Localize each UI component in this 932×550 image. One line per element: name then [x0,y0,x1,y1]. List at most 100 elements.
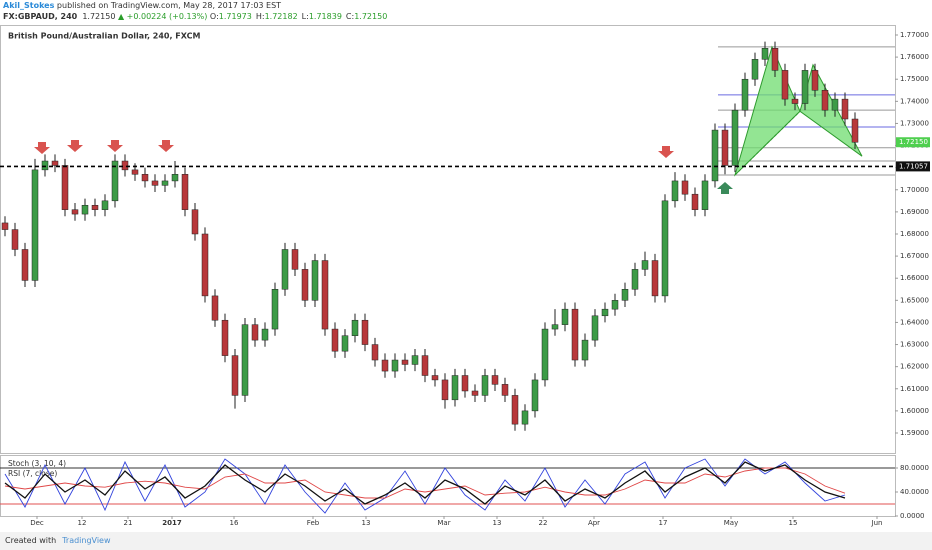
candle-body [381,359,389,372]
price-pane [0,25,896,454]
candle-body [191,209,199,235]
symbol: FX:GBPAUD, 240 [3,12,78,21]
created: Created with [5,536,57,545]
candle-body [171,174,179,182]
candle-body [31,169,39,281]
author[interactable]: Akil_Stokes [3,1,55,10]
candle-body [341,335,349,352]
candle-body [51,160,59,166]
down-arrow [658,146,674,158]
candle-body [771,48,779,71]
candle-body [21,249,29,281]
candle-body [101,200,109,210]
candle-body [441,379,449,401]
x-tick-label: 17 [659,519,668,527]
publish-line: Akil_Stokes published on TradingView.com… [3,0,391,11]
candle-body [571,308,579,361]
y-tick-label: 1.65000 [900,296,929,304]
candle-body [141,174,149,182]
chart-title: British Pound/Australian Dollar, 240, FX… [8,32,201,41]
candle-body [741,78,749,111]
candle-body [791,98,799,104]
y-tick-label: 1.76000 [900,53,929,61]
candle-body [291,249,299,270]
down-arrow [158,140,174,152]
candle-body [781,70,789,100]
candle-body [111,160,119,202]
candle-body [461,375,469,392]
candle-body [691,193,699,210]
x-tick-label: 12 [78,519,87,527]
y-tick-label: 1.67000 [900,252,929,260]
x-tick-label: 13 [493,519,502,527]
candle-body [241,324,249,396]
candle-body [661,200,669,297]
candle-body [481,375,489,396]
ohlc-value: 1.71973 [218,12,252,21]
candle-body [581,339,589,361]
candle-body [501,384,509,396]
candle-body [531,379,539,412]
candle-body [201,233,209,297]
candle-body [721,129,729,166]
x-tick-label: 13 [362,519,371,527]
last-price-tag [896,137,930,148]
candle-body [731,109,739,166]
candle-body [391,359,399,372]
candle-body [151,180,159,186]
y-tick-label: 1.77000 [900,31,929,39]
published: published on TradingView.com, May 28, 20… [56,1,282,10]
candle-body [701,180,709,210]
candle-body [321,260,329,330]
arrows [34,140,733,194]
candle-body [621,289,629,301]
candle-body [181,174,189,210]
candle-body [471,390,479,396]
candle-body [681,180,689,195]
ohlc-key: C: [345,12,355,21]
candle-body [611,300,619,310]
candle-body [61,165,69,210]
stoch-label: Stoch (3, 10, 4) [8,459,66,468]
candle-body [411,355,419,365]
support-tag [896,161,930,172]
change: ▲ +0.00224 (+0.13%) [117,12,208,21]
chart: British Pound/Australian Dollar, 240, FX… [0,25,930,527]
candle-body [11,229,19,250]
candle-body [841,98,849,120]
y-tick-label: 1.59000 [900,429,929,437]
footer: Created with TradingView [0,532,932,550]
candle-body [41,160,49,171]
candle-body [331,328,339,352]
candle-body [511,395,519,425]
down-arrow [107,140,123,152]
y-tick-label: 1.73000 [900,119,929,127]
candle-body [451,375,459,401]
candle-body [551,324,559,330]
y-tick-label: 1.68000 [900,230,929,238]
x-tick-label: 2017 [162,519,182,527]
price: 1.72150 [82,12,116,21]
ohlc-key: O: [209,12,219,21]
header: Akil_Stokes published on TradingView.com… [3,0,391,22]
candle-body [801,70,809,104]
candle-body [591,315,599,341]
y-tick-label: 1.63000 [900,341,929,349]
candle-body [561,308,569,325]
brand[interactable]: TradingView [62,536,111,545]
y-tick-label: 1.64000 [900,318,929,326]
candle-body [311,260,319,301]
up-arrow [717,182,733,194]
candle-body [401,359,409,365]
candle-body [601,308,609,317]
candle-body [91,204,99,210]
pattern-leg [734,110,801,176]
candle-body [361,319,369,345]
y-tick-label: 1.61000 [900,385,929,393]
x-tick-label: 16 [230,519,239,527]
y-tick-label: 1.62000 [900,363,929,371]
candle-body [641,260,649,270]
candle-body [121,160,129,171]
candle-body [1,222,9,230]
y-tick-label: 1.66000 [900,274,929,282]
